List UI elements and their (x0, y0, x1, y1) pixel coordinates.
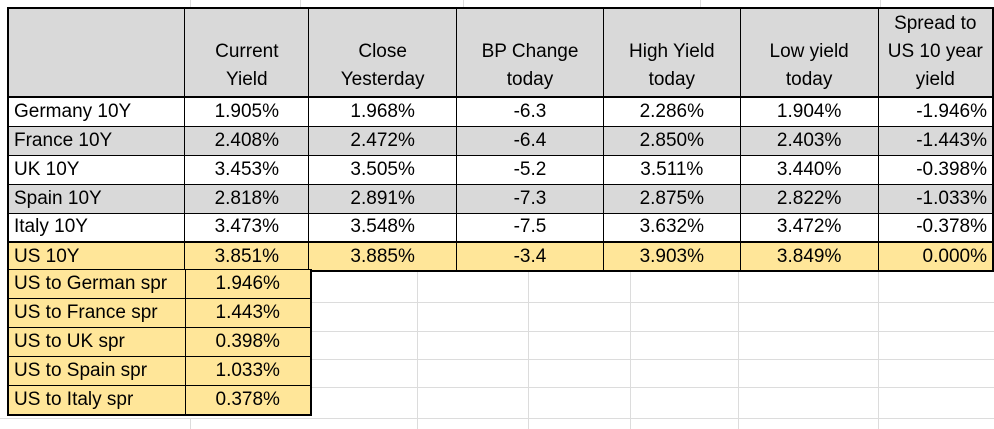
row-label-cell[interactable]: France 10Y (7, 125, 186, 156)
value-cell[interactable]: 1.904% (739, 96, 879, 127)
value-cell[interactable]: 3.885% (308, 241, 458, 272)
row-us-to-uk-spr: US to UK spr 0.398% (7, 327, 312, 357)
value-cell[interactable]: -7.5 (456, 212, 604, 243)
value-cell[interactable]: 2.818% (184, 183, 310, 214)
gridline (880, 0, 881, 7)
column-header-row-labels[interactable] (7, 7, 186, 98)
gridline (630, 272, 631, 429)
value-cell[interactable]: -0.398% (877, 154, 994, 185)
value-cell[interactable]: 1.968% (308, 96, 458, 127)
value-cell[interactable]: 2.408% (184, 125, 310, 156)
value-cell[interactable]: 3.511% (602, 154, 741, 185)
gridline (312, 387, 994, 388)
value-cell[interactable]: 3.440% (739, 154, 879, 185)
value-cell[interactable]: 3.548% (308, 212, 458, 243)
gridline (300, 0, 301, 7)
column-header-bp-change-today[interactable]: BP Change today (456, 7, 604, 98)
row-france-10y: France 10Y 2.408% 2.472% -6.4 2.850% 2.403% -1… (7, 125, 994, 156)
value-cell[interactable]: 3.472% (739, 212, 879, 243)
spread-value-cell[interactable]: 0.378% (184, 385, 312, 415)
gridline (312, 359, 994, 360)
gridline (463, 0, 464, 7)
value-cell[interactable]: -1.443% (877, 125, 994, 156)
gridline (878, 272, 879, 429)
value-cell[interactable]: 2.875% (602, 183, 741, 214)
value-cell[interactable]: 3.632% (602, 212, 741, 243)
row-uk-10y: UK 10Y 3.453% 3.505% -5.2 3.511% 3.440% -0.398… (7, 154, 994, 185)
spread-label-cell[interactable]: US to Spain spr (7, 356, 186, 386)
value-cell[interactable]: -3.4 (456, 241, 604, 272)
column-header-close-yesterday[interactable]: Close Yesterday (308, 7, 458, 98)
value-cell[interactable]: -1.946% (877, 96, 994, 127)
row-us-to-german-spr: US to German spr 1.946% (7, 269, 312, 299)
value-cell[interactable]: 1.905% (184, 96, 310, 127)
spread-value-cell[interactable]: 1.033% (184, 356, 312, 386)
value-cell[interactable]: 3.851% (184, 241, 310, 272)
value-cell[interactable]: 2.822% (739, 183, 879, 214)
gridline (528, 272, 529, 429)
gridline (738, 272, 739, 429)
value-cell[interactable]: 3.453% (184, 154, 310, 185)
row-label-cell[interactable]: Spain 10Y (7, 183, 186, 214)
value-cell[interactable]: 0.000% (877, 241, 994, 272)
row-us-to-italy-spr: US to Italy spr 0.378% (7, 385, 312, 415)
value-cell[interactable]: 3.903% (602, 241, 741, 272)
column-header-low-yield-today[interactable]: Low yield today (739, 7, 879, 98)
value-cell[interactable]: 3.505% (308, 154, 458, 185)
value-cell[interactable]: -6.3 (456, 96, 604, 127)
value-cell[interactable]: -0.378% (877, 212, 994, 243)
yields-table: Current Yield Close Yesterday BP Change to… (7, 7, 994, 272)
spread-value-cell[interactable]: 0.398% (184, 327, 312, 357)
gridline (312, 331, 994, 332)
spread-label-cell[interactable]: US to UK spr (7, 327, 186, 357)
gridline (700, 0, 701, 7)
value-cell[interactable]: -1.033% (877, 183, 994, 214)
value-cell[interactable]: 3.849% (739, 241, 879, 272)
column-header-spread-to-us-10-year-yield[interactable]: Spread to US 10 year yield (877, 7, 994, 98)
spread-label-cell[interactable]: US to France spr (7, 298, 186, 328)
value-cell[interactable]: 2.472% (308, 125, 458, 156)
column-header-current-yield[interactable]: Current Yield (184, 7, 310, 98)
row-spain-10y: Spain 10Y 2.818% 2.891% -7.3 2.875% 2.822% -1.… (7, 183, 994, 214)
gridline (417, 272, 418, 429)
row-label-cell[interactable]: Italy 10Y (7, 212, 186, 243)
gridline (0, 418, 994, 419)
row-label-cell[interactable]: Germany 10Y (7, 96, 186, 127)
spread-value-cell[interactable]: 1.946% (184, 269, 312, 299)
row-us-to-spain-spr: US to Spain spr 1.033% (7, 356, 312, 386)
value-cell[interactable]: 2.850% (602, 125, 741, 156)
row-label-cell[interactable]: UK 10Y (7, 154, 186, 185)
column-header-high-yield-today[interactable]: High Yield today (602, 7, 741, 98)
value-cell[interactable]: 2.891% (308, 183, 458, 214)
value-cell[interactable]: -6.4 (456, 125, 604, 156)
row-us-10y: US 10Y 3.851% 3.885% -3.4 3.903% 3.849% 0.000% (7, 241, 994, 272)
value-cell[interactable]: 2.286% (602, 96, 741, 127)
spread-label-cell[interactable]: US to Italy spr (7, 385, 186, 415)
yields-table-header-row: Current Yield Close Yesterday BP Change to… (7, 7, 994, 98)
gridline (190, 0, 191, 7)
value-cell[interactable]: -7.3 (456, 183, 604, 214)
row-us-to-france-spr: US to France spr 1.443% (7, 298, 312, 328)
spread-label-cell[interactable]: US to German spr (7, 269, 186, 299)
row-germany-10y: Germany 10Y 1.905% 1.968% -6.3 2.286% 1.904% -… (7, 96, 994, 127)
gridline (190, 418, 191, 429)
value-cell[interactable]: 2.403% (739, 125, 879, 156)
value-cell[interactable]: 3.473% (184, 212, 310, 243)
value-cell[interactable]: -5.2 (456, 154, 604, 185)
row-italy-10y: Italy 10Y 3.473% 3.548% -7.5 3.632% 3.472% -0.… (7, 212, 994, 243)
spread-table: US to German spr 1.946% US to France spr 1.… (7, 269, 312, 416)
spread-value-cell[interactable]: 1.443% (184, 298, 312, 328)
row-label-cell[interactable]: US 10Y (7, 241, 186, 272)
gridline (312, 302, 994, 303)
